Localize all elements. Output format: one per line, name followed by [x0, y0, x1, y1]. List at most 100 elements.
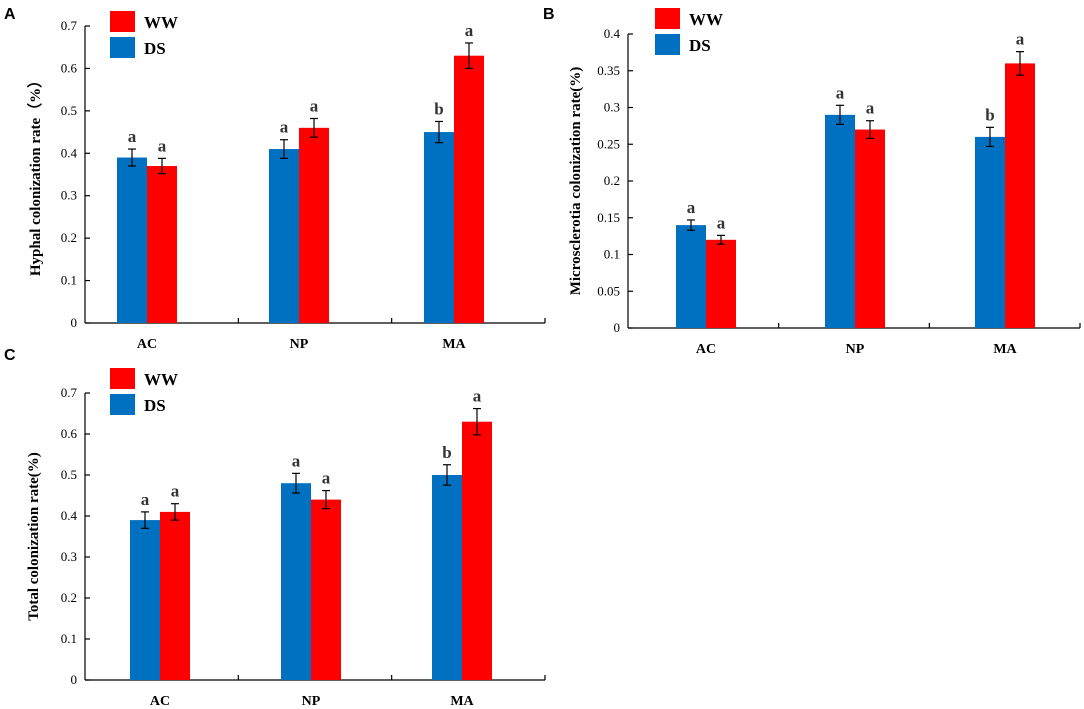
y-tick-label: 0.3 — [61, 188, 77, 203]
legend-swatch-ds — [655, 34, 680, 55]
bar-ds-ac — [117, 157, 147, 323]
bar-ww-ac — [706, 239, 736, 328]
significance-letter: a — [1016, 30, 1025, 49]
bar-ds-ac — [676, 225, 706, 328]
bar-ds-np — [269, 149, 299, 323]
y-tick-label: 0.3 — [604, 100, 620, 115]
bar-ww-np — [855, 129, 885, 328]
significance-letter: b — [985, 105, 994, 124]
panel-letter: A — [4, 6, 16, 23]
legend-swatch-ds — [110, 37, 135, 58]
y-tick-label: 0.1 — [61, 631, 77, 646]
x-category-label: AC — [137, 337, 157, 352]
bar-ww-ma — [1005, 63, 1035, 329]
x-category-label: MA — [442, 337, 466, 352]
error-bar — [310, 117, 318, 138]
bar-ww-np — [299, 127, 329, 323]
chart-panel-b: B 0 0.05 0.1 0.15 0.2 0.25 0.3 0.35 0.4 Microscler… — [543, 6, 1081, 357]
significance-letter: a — [687, 198, 696, 217]
legend-label-ww: WW — [144, 13, 178, 32]
y-tick-label: 0.25 — [597, 136, 620, 151]
panel-letter: B — [543, 6, 555, 23]
bar-ww-ac — [147, 166, 177, 323]
significance-letter: a — [717, 213, 726, 232]
legend: WW DS — [655, 8, 723, 55]
y-tick-label: 0.6 — [61, 426, 78, 441]
legend-label-ds: DS — [689, 36, 711, 55]
error-bar — [986, 126, 994, 148]
significance-letter: a — [836, 83, 845, 102]
error-bar — [141, 511, 149, 529]
bar-ww-ma — [462, 421, 492, 680]
x-category-label: NP — [302, 694, 321, 709]
error-bar — [687, 219, 695, 231]
chart-panel-c: C 0 0.1 0.2 0.3 0.4 0.5 0.6 0.7 Total colonizatio… — [4, 347, 546, 709]
error-bar — [866, 120, 874, 139]
x-category-label: AC — [696, 342, 716, 357]
legend-swatch-ww — [110, 368, 135, 389]
bar-ww-ma — [454, 55, 484, 323]
panel-letter: C — [4, 347, 16, 364]
significance-letter: a — [171, 482, 180, 501]
y-axis-label: Hyphal colonization rate（%） — [26, 73, 44, 276]
bar-ds-ac — [130, 520, 160, 680]
error-bar — [171, 503, 179, 521]
error-bar — [292, 472, 300, 494]
y-tick-label: 0.2 — [604, 173, 620, 188]
y-tick-label: 0.2 — [61, 590, 77, 605]
bar-ds-ma — [975, 136, 1005, 328]
significance-letter: a — [465, 21, 474, 40]
legend-label-ds: DS — [144, 396, 166, 415]
error-bar — [158, 157, 166, 175]
significance-letter: a — [322, 469, 331, 488]
error-bar — [435, 120, 443, 144]
y-tick-label: 0.5 — [61, 467, 77, 482]
y-tick-label: 0.4 — [61, 508, 78, 523]
error-bar — [443, 464, 451, 486]
significance-letter: a — [128, 127, 137, 146]
legend: WW DS — [110, 368, 178, 415]
bar-ww-ac — [160, 511, 190, 680]
x-category-label: NP — [846, 342, 865, 357]
y-tick-label: 0.7 — [61, 18, 78, 33]
y-tick-label: 0 — [614, 320, 621, 335]
y-tick-label: 0 — [71, 672, 78, 687]
y-tick-label: 0.1 — [604, 247, 620, 262]
y-tick-label: 0.6 — [61, 60, 78, 75]
significance-letter: a — [158, 136, 167, 155]
x-category-label: NP — [290, 337, 309, 352]
bar-ds-ma — [424, 132, 454, 323]
x-category-label: AC — [150, 694, 170, 709]
y-tick-label: 0 — [71, 315, 78, 330]
error-bar — [1016, 51, 1024, 76]
error-bar — [465, 42, 473, 70]
legend-label-ww: WW — [144, 370, 178, 389]
significance-letter: a — [280, 118, 289, 137]
error-bar — [717, 234, 725, 245]
y-tick-label: 0.15 — [597, 210, 620, 225]
x-category-label: MA — [450, 694, 474, 709]
significance-letter: a — [866, 99, 875, 118]
y-tick-label: 0.4 — [604, 26, 621, 41]
error-bar — [322, 489, 330, 510]
significance-letter: a — [292, 451, 301, 470]
significance-letter: a — [473, 387, 482, 406]
legend-swatch-ww — [110, 11, 135, 32]
significance-letter: b — [434, 99, 443, 118]
bar-ds-ma — [432, 475, 462, 680]
error-bar — [128, 148, 136, 167]
y-tick-label: 0.3 — [61, 549, 77, 564]
y-tick-label: 0.1 — [61, 273, 77, 288]
y-tick-label: 0.05 — [597, 283, 620, 298]
bar-ds-np — [825, 114, 855, 328]
y-tick-label: 0.4 — [61, 145, 78, 160]
bar-ww-np — [311, 499, 341, 680]
error-bar — [280, 139, 288, 159]
chart-panel-a: A 0 0.1 0.2 0.3 0.4 0.5 0.6 0.7 Hyphal colonizati… — [4, 6, 546, 352]
y-axis-label: Total colonization rate(%) — [26, 452, 42, 621]
y-tick-label: 0.7 — [61, 385, 78, 400]
legend-label-ww: WW — [689, 10, 723, 29]
bar-ds-np — [281, 483, 311, 680]
significance-letter: a — [310, 96, 319, 115]
